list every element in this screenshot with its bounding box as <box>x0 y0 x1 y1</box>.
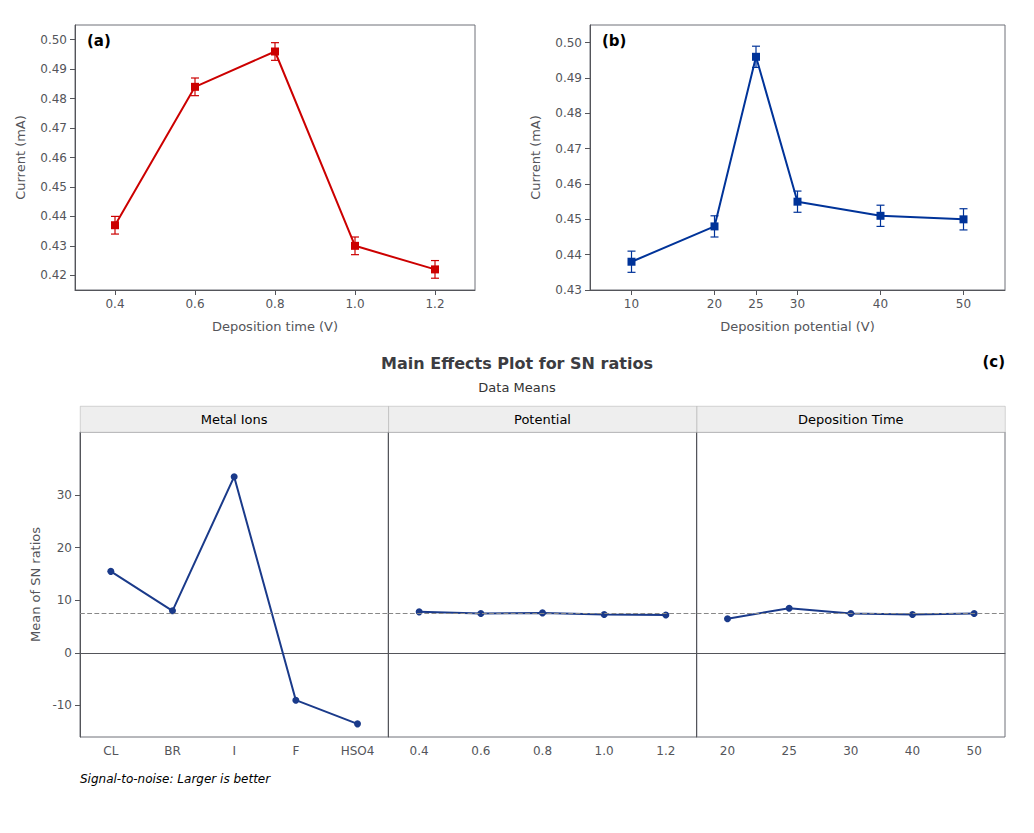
svg-text:30: 30 <box>57 488 72 502</box>
svg-text:0.47: 0.47 <box>40 121 67 135</box>
svg-text:20: 20 <box>707 297 722 311</box>
svg-text:-10: -10 <box>52 698 72 712</box>
svg-text:1.2: 1.2 <box>656 744 675 758</box>
svg-text:Deposition Time: Deposition Time <box>798 412 903 427</box>
svg-text:0.46: 0.46 <box>555 177 582 191</box>
svg-text:HSO4: HSO4 <box>341 744 375 758</box>
svg-text:50: 50 <box>956 297 971 311</box>
svg-text:1.0: 1.0 <box>595 744 614 758</box>
svg-text:0.6: 0.6 <box>185 297 204 311</box>
svg-text:F: F <box>292 744 299 758</box>
svg-text:0.47: 0.47 <box>555 142 582 156</box>
svg-text:Metal Ions: Metal Ions <box>201 412 268 427</box>
svg-text:30: 30 <box>843 744 858 758</box>
svg-text:(c): (c) <box>982 353 1005 371</box>
svg-text:(b): (b) <box>602 32 626 50</box>
svg-text:25: 25 <box>782 744 797 758</box>
svg-text:(a): (a) <box>87 32 111 50</box>
svg-text:0.8: 0.8 <box>533 744 552 758</box>
svg-text:0.42: 0.42 <box>40 268 67 282</box>
svg-text:BR: BR <box>164 744 181 758</box>
svg-text:0.49: 0.49 <box>40 62 67 76</box>
svg-text:0.48: 0.48 <box>40 92 67 106</box>
svg-text:0.4: 0.4 <box>105 297 124 311</box>
svg-text:Current (mA): Current (mA) <box>528 115 543 200</box>
svg-text:Main Effects Plot for SN ratio: Main Effects Plot for SN ratios <box>381 354 653 373</box>
svg-text:20: 20 <box>720 744 735 758</box>
svg-text:Signal-to-noise: Larger is bet: Signal-to-noise: Larger is better <box>80 772 271 786</box>
svg-text:Deposition potential (V): Deposition potential (V) <box>720 319 875 334</box>
svg-text:0.43: 0.43 <box>40 239 67 253</box>
svg-text:I: I <box>232 744 236 758</box>
svg-text:Data Means: Data Means <box>478 380 556 395</box>
svg-text:30: 30 <box>790 297 805 311</box>
svg-text:10: 10 <box>624 297 639 311</box>
svg-text:Current (mA): Current (mA) <box>13 115 28 200</box>
svg-text:0.46: 0.46 <box>40 151 67 165</box>
svg-text:Mean of SN ratios: Mean of SN ratios <box>28 527 43 642</box>
svg-text:0: 0 <box>64 646 72 660</box>
svg-text:0.50: 0.50 <box>40 33 67 47</box>
svg-text:1.2: 1.2 <box>425 297 444 311</box>
svg-text:0.45: 0.45 <box>555 212 582 226</box>
svg-text:0.49: 0.49 <box>555 71 582 85</box>
svg-text:0.8: 0.8 <box>265 297 284 311</box>
svg-text:0.44: 0.44 <box>555 248 582 262</box>
svg-text:0.44: 0.44 <box>40 209 67 223</box>
svg-text:0.6: 0.6 <box>471 744 490 758</box>
svg-text:0.4: 0.4 <box>410 744 429 758</box>
svg-text:40: 40 <box>873 297 888 311</box>
svg-text:50: 50 <box>967 744 982 758</box>
svg-text:0.48: 0.48 <box>555 106 582 120</box>
svg-text:40: 40 <box>905 744 920 758</box>
svg-text:Potential: Potential <box>514 412 571 427</box>
svg-text:0.43: 0.43 <box>555 283 582 297</box>
svg-text:10: 10 <box>57 593 72 607</box>
svg-text:25: 25 <box>748 297 763 311</box>
svg-text:0.45: 0.45 <box>40 180 67 194</box>
svg-text:Deposition time (V): Deposition time (V) <box>212 319 338 334</box>
svg-text:CL: CL <box>103 744 118 758</box>
svg-text:20: 20 <box>57 541 72 555</box>
svg-text:1.0: 1.0 <box>345 297 364 311</box>
svg-text:0.50: 0.50 <box>555 36 582 50</box>
